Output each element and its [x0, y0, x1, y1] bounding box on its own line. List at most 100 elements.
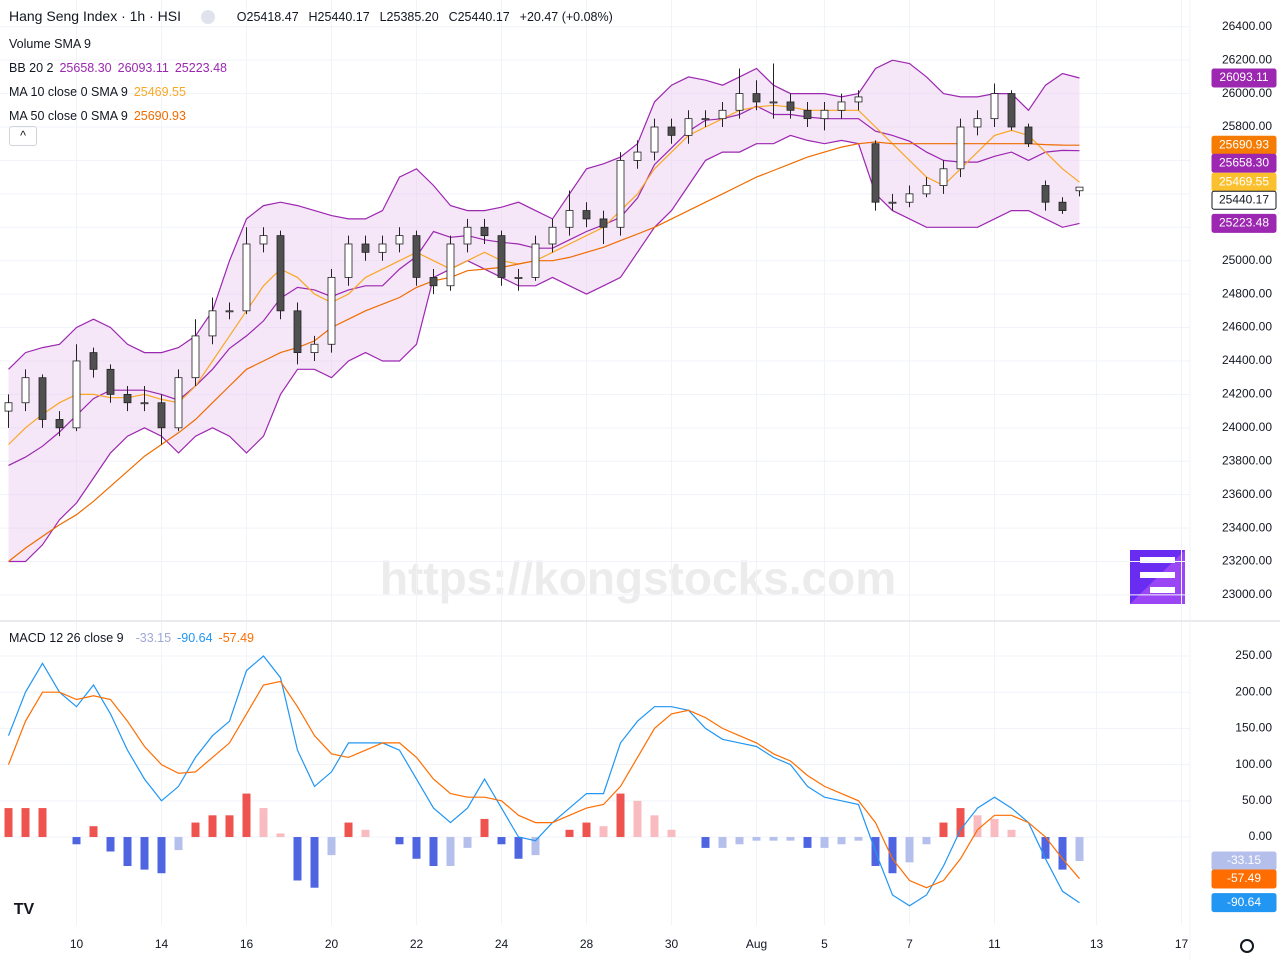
ohlc-low: L25385.20 — [379, 10, 439, 24]
price-tag-label: 25469.55 — [1219, 174, 1269, 188]
y-tick-label: 250.00 — [1235, 648, 1272, 662]
histogram-bar — [752, 837, 761, 841]
price-tag — [1211, 153, 1277, 173]
candle-body — [38, 377, 47, 420]
price-tag — [1211, 68, 1277, 88]
histogram-bar — [480, 818, 489, 838]
y-tick-label: 150.00 — [1235, 721, 1272, 735]
settings-button[interactable] — [1240, 939, 1254, 953]
legend-value: 26093.11 — [117, 61, 169, 75]
histogram-bar — [990, 818, 999, 838]
price-tag — [1211, 893, 1277, 913]
x-tick-label: 13 — [1090, 937, 1104, 951]
tv-logo[interactable]: TV — [14, 901, 35, 918]
symbol-title[interactable]: Hang Seng Index · 1h · HSI — [9, 8, 181, 24]
y-tick-label: 23200.00 — [1222, 554, 1272, 568]
x-tick-label: 10 — [70, 937, 84, 951]
candle-body — [922, 185, 931, 195]
y-tick-label: 25800.00 — [1222, 119, 1272, 133]
histogram-bar — [718, 837, 727, 848]
y-tick-label: 24600.00 — [1222, 320, 1272, 334]
candle-body — [72, 360, 81, 429]
candle-body — [514, 277, 523, 279]
x-tick-label: 22 — [410, 937, 424, 951]
x-tick-label: 28 — [580, 937, 594, 951]
histogram-bar — [565, 829, 574, 838]
legend-row[interactable]: MA 10 close 0 SMA 9 25469.55 — [9, 80, 233, 104]
candle-body — [395, 235, 404, 245]
candle-body — [854, 96, 863, 103]
y-tick-label: 26200.00 — [1222, 52, 1272, 66]
candle-body — [429, 277, 438, 287]
legend-row[interactable]: Volume SMA 9 — [9, 32, 233, 56]
histogram-bar — [463, 837, 472, 848]
histogram-bar — [38, 808, 47, 838]
histogram-bar — [769, 837, 778, 841]
histogram-bar — [89, 826, 98, 838]
histogram-bar — [633, 800, 642, 838]
candle-body — [667, 126, 676, 136]
candle-body — [21, 377, 30, 404]
legend-row[interactable]: BB 20 2 25658.30 26093.11 25223.48 — [9, 56, 233, 80]
collapse-button[interactable]: ^ — [9, 126, 37, 146]
legend-row[interactable]: MA 50 close 0 SMA 9 25690.93 — [9, 104, 233, 128]
candle-body — [4, 402, 13, 412]
histogram-bar — [599, 826, 608, 838]
histogram-bar — [582, 822, 591, 838]
candle-body — [684, 118, 693, 136]
candle-body — [837, 101, 846, 111]
histogram-bar — [1075, 837, 1084, 862]
y-tick-label: 26000.00 — [1222, 86, 1272, 100]
indicator-line — [7, 680, 1080, 889]
price-tag-label: 25223.48 — [1219, 216, 1269, 230]
candle-body — [565, 210, 574, 228]
histogram-bar — [1007, 829, 1016, 838]
y-tick-label: 24800.00 — [1222, 286, 1272, 300]
candle-body — [582, 210, 591, 220]
histogram-bar — [106, 837, 115, 852]
candle-body — [480, 226, 489, 237]
candle-body — [412, 235, 421, 278]
candle-body — [735, 93, 744, 111]
candle-body — [616, 160, 625, 228]
candle-body — [803, 109, 812, 120]
candle-body — [650, 126, 659, 153]
price-tag — [1211, 190, 1277, 210]
price-tag-label: -57.49 — [1227, 871, 1261, 885]
indicator-line — [8, 105, 1080, 466]
status-icon[interactable] — [200, 10, 215, 25]
candle-body — [1075, 186, 1084, 192]
histogram-bar — [395, 837, 404, 845]
y-tick-label: 100.00 — [1235, 757, 1272, 771]
candle-body — [225, 310, 234, 313]
histogram-bar — [208, 815, 217, 838]
watermark: https://kongstocks.com — [380, 552, 896, 604]
candle-body — [55, 419, 64, 429]
histogram-bar — [344, 822, 353, 838]
candle-body — [871, 143, 880, 203]
legend-label: MACD 12 26 close 9 — [9, 631, 124, 645]
histogram-bar — [174, 837, 183, 851]
histogram-bar — [21, 808, 30, 838]
candle-body — [242, 243, 251, 312]
price-tag — [1211, 213, 1277, 233]
histogram-bar — [259, 808, 268, 838]
legend-value: 25690.93 — [133, 109, 186, 123]
histogram-bar — [327, 837, 336, 856]
x-tick-label: 20 — [325, 937, 339, 951]
candle-body — [786, 101, 795, 111]
candle-body — [140, 402, 149, 405]
bollinger-band-fill — [8, 60, 1080, 562]
y-tick-label: 24200.00 — [1222, 387, 1272, 401]
candle-body — [1041, 185, 1050, 203]
y-tick-label: 23600.00 — [1222, 487, 1272, 501]
candle-body — [276, 235, 285, 312]
candle-body — [718, 109, 727, 120]
histogram-bar — [514, 837, 523, 859]
candle-body — [599, 218, 608, 228]
candle-body — [752, 93, 761, 103]
candle-body — [531, 243, 540, 278]
histogram-bar — [837, 837, 846, 845]
histogram-bar — [1041, 837, 1050, 859]
